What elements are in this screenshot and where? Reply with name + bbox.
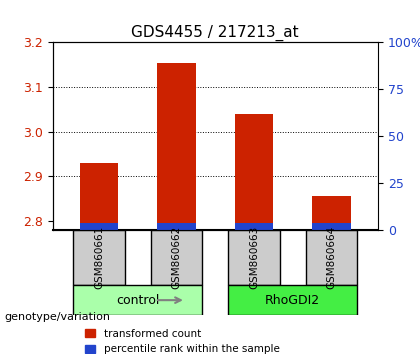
Text: GSM860662: GSM860662 [171, 226, 181, 289]
FancyBboxPatch shape [228, 285, 357, 315]
Bar [157, 223, 196, 230]
Bar [235, 114, 273, 230]
FancyBboxPatch shape [74, 230, 125, 285]
Bar [80, 223, 118, 230]
Bar [312, 196, 351, 230]
Bar [312, 223, 351, 230]
FancyBboxPatch shape [151, 230, 202, 285]
Text: genotype/variation: genotype/variation [4, 312, 110, 322]
FancyBboxPatch shape [74, 285, 202, 315]
Text: control: control [116, 294, 160, 307]
Legend: transformed count, percentile rank within the sample: transformed count, percentile rank withi… [81, 325, 284, 354]
Bar [80, 163, 118, 230]
Text: RhoGDI2: RhoGDI2 [265, 294, 320, 307]
Text: GSM860664: GSM860664 [326, 226, 336, 289]
FancyBboxPatch shape [306, 230, 357, 285]
Text: GSM860663: GSM860663 [249, 226, 259, 289]
Bar [235, 223, 273, 230]
FancyBboxPatch shape [228, 230, 280, 285]
Bar [157, 63, 196, 230]
Text: GSM860661: GSM860661 [94, 226, 104, 289]
Title: GDS4455 / 217213_at: GDS4455 / 217213_at [131, 25, 299, 41]
